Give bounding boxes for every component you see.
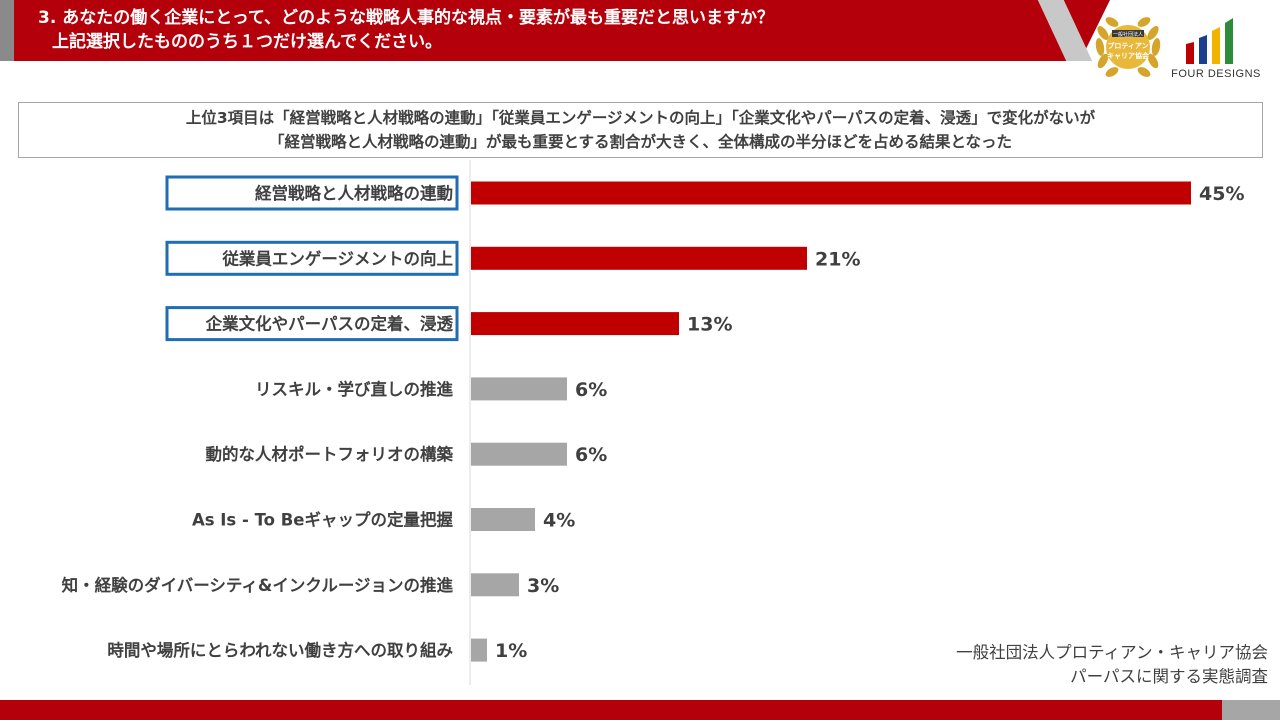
- header-banner: [0, 0, 1110, 61]
- value-label: 13%: [687, 314, 732, 336]
- value-label: 21%: [815, 248, 860, 270]
- four-designs-logo: [1186, 18, 1233, 64]
- bar: [471, 442, 567, 466]
- question-title: 3. あなたの働く企業にとって、どのような戦略人事的な視点・要素が最も重要だと思…: [38, 6, 774, 54]
- bar: [471, 312, 679, 336]
- category-label: 動的な人材ポートフォリオの構築: [206, 444, 454, 464]
- footer-gray-block: [1222, 700, 1280, 720]
- bar: [471, 377, 567, 401]
- category-label: 従業員エンゲージメントの向上: [221, 248, 453, 268]
- category-label: 時間や場所にとらわれない働き方への取り組み: [107, 640, 453, 660]
- category-highlight-box: [165, 306, 459, 342]
- question-line-1: 3. あなたの働く企業にとって、どのような戦略人事的な視点・要素が最も重要だと思…: [38, 8, 774, 28]
- association-seal-logo: 一般社団法人 プロティアン キャリア協会: [1095, 17, 1161, 77]
- value-label: 6%: [575, 379, 607, 401]
- category-label: 経営戦略と人材戦略の連動: [255, 183, 453, 203]
- value-label: 1%: [495, 640, 527, 662]
- bar: [471, 573, 519, 597]
- bar: [471, 638, 487, 662]
- brand-name: FOUR DESIGNS: [1171, 68, 1261, 80]
- seal-bottom-text: キャリア協会: [1107, 51, 1150, 60]
- bar-chart: 経営戦略と人材戦略の連動 45% 従業員エンゲージメントの向上 21% 企業文化やパーパ…: [62, 160, 1244, 685]
- value-label: 6%: [575, 444, 607, 466]
- value-label: 3%: [527, 575, 559, 597]
- category-label: 企業文化やパーパスの定着、浸透: [205, 314, 454, 334]
- category-highlight-box: [165, 175, 459, 211]
- seal-top-text: 一般社団法人: [1113, 31, 1143, 38]
- category-label: リスキル・学び直しの推進: [255, 379, 454, 399]
- category-label: As Is - To Beギャップの定量把握: [192, 510, 454, 530]
- value-label: 45%: [1199, 183, 1244, 205]
- question-line-2: 上記選択したもののうち１つだけ選んでください。: [52, 32, 443, 52]
- seal-mid-text: プロティアン: [1107, 41, 1148, 50]
- summary-box: 上位3項目は「経営戦略と人材戦略の連動」「従業員エンゲージメントの向上」「企業文…: [18, 102, 1263, 158]
- category-highlight-box: [165, 240, 459, 276]
- summary-line-2: 「経営戦略と人材戦略の連動」が最も重要とする割合が大きく、全体構成の半分ほどを占…: [268, 133, 1013, 151]
- source-note: 一般社団法人プロティアン・キャリア協会 パーパスに関する実態調査: [956, 641, 1268, 689]
- bar: [471, 246, 807, 270]
- value-label: 4%: [543, 510, 575, 532]
- summary-line-1: 上位3項目は「経営戦略と人材戦略の連動」「従業員エンゲージメントの向上」「企業文…: [185, 109, 1096, 127]
- footer-bar: [0, 700, 1222, 720]
- bar: [471, 508, 535, 531]
- category-label: 知・経験のダイバーシティ&インクルージョンの推進: [62, 575, 454, 595]
- header-left-strip: [0, 0, 14, 61]
- source-line-1: 一般社団法人プロティアン・キャリア協会: [956, 643, 1268, 662]
- bar: [471, 181, 1191, 205]
- source-line-2: パーパスに関する実態調査: [1070, 667, 1268, 686]
